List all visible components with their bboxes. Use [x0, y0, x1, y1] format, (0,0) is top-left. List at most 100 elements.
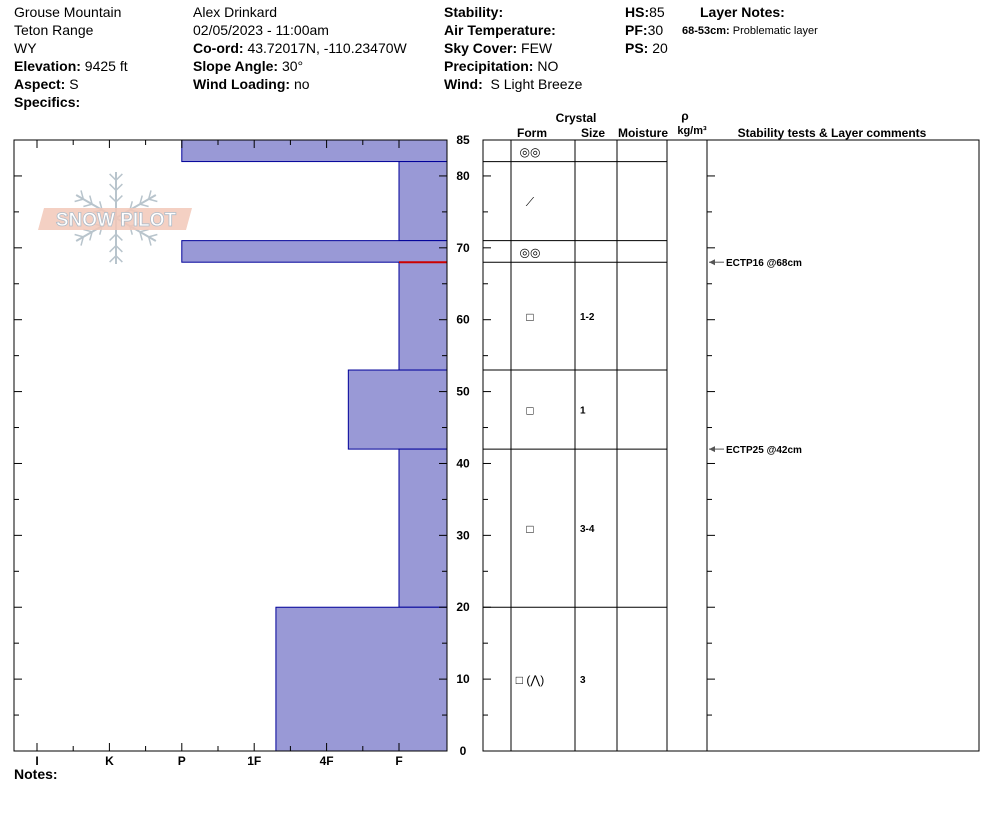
notes-label: Notes:: [14, 766, 58, 782]
flake-branch: [115, 255, 123, 263]
test-arrow-head-1: [709, 446, 715, 453]
flake-branch: [74, 198, 84, 203]
flake-branch: [148, 198, 158, 203]
wind-value: S Light Breeze: [490, 76, 583, 92]
layer-form-2: ◎◎: [520, 245, 541, 259]
aspect-value: S: [69, 76, 79, 92]
flake-branch: [115, 183, 123, 191]
ps-row: PS: 20: [625, 40, 668, 56]
header-size: Size: [581, 126, 605, 140]
header-stability-comments: Stability tests & Layer comments: [738, 126, 927, 140]
site-info: Grouse Mountain Teton Range WY Elevation…: [14, 3, 128, 111]
hardness-bar-2: [181, 240, 448, 263]
hardness-frame: [13, 139, 448, 752]
y-tick-label-60: 60: [456, 313, 470, 327]
layer-table-frame: [482, 139, 980, 752]
sky-row: Sky Cover: FEW: [444, 40, 553, 56]
y-tick-label-40: 40: [456, 456, 470, 470]
x-tick-label-1F: 1F: [247, 754, 261, 768]
coord-row: Co-ord: 43.72017N, -110.23470W: [193, 40, 407, 56]
flake-branch: [109, 245, 117, 253]
slope-row: Slope Angle: 30°: [193, 58, 304, 74]
hardness-bar-3: [398, 261, 448, 371]
flake-branch: [89, 195, 93, 205]
header-crystal: Crystal: [556, 111, 597, 125]
layer-size-6: 3: [580, 675, 586, 686]
header-density-unit: kg/m³: [677, 125, 707, 137]
layer-note-text: Problematic layer: [732, 25, 818, 37]
slope-value: 30°: [281, 58, 304, 74]
mountain-range: Teton Range: [14, 22, 94, 38]
flake-branch: [147, 190, 152, 200]
flake-branch: [109, 233, 117, 241]
y-tick-label-85: 85: [456, 133, 470, 147]
flake-branch: [139, 203, 149, 208]
location-name: Grouse Mountain: [14, 4, 122, 20]
x-tick-label-P: P: [178, 754, 186, 768]
flake-branch: [89, 231, 93, 241]
sky-value: FEW: [521, 40, 553, 56]
wind-row: Wind: S Light Breeze: [444, 76, 583, 92]
flake-branch: [147, 236, 152, 246]
height-axis: 0 10 20 30 40 50 60 70 80 85: [14, 133, 715, 758]
header-moisture: Moisture: [618, 126, 668, 140]
flake-branch: [80, 236, 85, 246]
x-tick-label-4F: 4F: [320, 754, 334, 768]
y-tick-label-0: 0: [460, 744, 467, 758]
elevation-value: 9425 ft: [84, 58, 128, 74]
wind-loading-row: Wind Loading: no: [193, 76, 310, 92]
layer-size-4: 1: [580, 406, 586, 417]
aspect-row: Aspect: S: [14, 76, 79, 92]
test-label-1: ECTP25 @42cm: [726, 445, 802, 456]
x-tick-label-I: I: [35, 754, 38, 768]
observer-info: Alex Drinkard 02/05/2023 - 11:00am Co-or…: [193, 3, 407, 93]
layer-form-6: □ (⋀): [516, 673, 544, 687]
flake-branch: [83, 203, 93, 208]
logo-banner: [38, 208, 192, 230]
air-temp-row: Air Temperature:: [444, 22, 556, 38]
flake-branch: [115, 195, 123, 203]
hs-row: HS:85: [625, 4, 665, 20]
test-arrow-head-0: [709, 259, 715, 266]
stability-tests: ECTP16 @68cm ECTP25 @42cm: [709, 258, 802, 456]
flake-branch: [139, 195, 143, 205]
state: WY: [14, 40, 37, 56]
y-tick-label-10: 10: [456, 672, 470, 686]
hardness-bar-1: [398, 161, 448, 242]
precip-row: Precipitation: NO: [444, 58, 559, 74]
header-form: Form: [517, 126, 547, 140]
hardness-bar-5: [398, 448, 448, 608]
logo-text: SNOW PILOT: [56, 210, 177, 231]
hardness-bar-6: [275, 606, 448, 752]
flake-branch: [148, 233, 158, 238]
test-label-0: ECTP16 @68cm: [726, 258, 802, 269]
layer-form-0: ◎◎: [520, 145, 541, 159]
flake-branch: [109, 173, 117, 181]
hardness-bar-4: [347, 369, 448, 450]
hardness-bar-0: [181, 139, 448, 163]
coord-value: 43.72017N, -110.23470W: [247, 40, 407, 56]
y-tick-label-20: 20: [456, 600, 470, 614]
y-tick-label-80: 80: [456, 169, 470, 183]
layer-note-range: 68-53cm:: [682, 25, 730, 37]
hardness-bars: [181, 139, 448, 752]
observer-name: Alex Drinkard: [193, 4, 278, 20]
flake-branch: [115, 233, 123, 241]
y-tick-label-50: 50: [456, 385, 470, 399]
ps-value: 20: [652, 40, 668, 56]
specifics-row: Specifics:: [14, 94, 81, 110]
hardness-axis: I K P 1F 4F F: [35, 140, 403, 768]
layer-size-5: 3-4: [580, 524, 595, 535]
layer-form-3: □: [526, 310, 533, 324]
flake-branch: [115, 245, 123, 253]
stability-row: Stability:: [444, 4, 504, 20]
x-tick-label-F: F: [395, 754, 402, 768]
conditions-info: Stability: Air Temperature: Sky Cover: F…: [444, 3, 582, 93]
layer-size-3: 1-2: [580, 312, 595, 323]
flake-branch: [109, 183, 117, 191]
layer-note-row: 68-53cm: Problematic layer: [682, 22, 818, 40]
flake-branch: [109, 195, 117, 203]
flake-branch: [115, 173, 123, 181]
layer-table-rows: ◎◎ ⟋ ◎◎ □ 1-2 □ 1 □ 3-4 □ (⋀) 3: [483, 145, 667, 687]
layer-form-1: ⟋: [526, 195, 535, 209]
